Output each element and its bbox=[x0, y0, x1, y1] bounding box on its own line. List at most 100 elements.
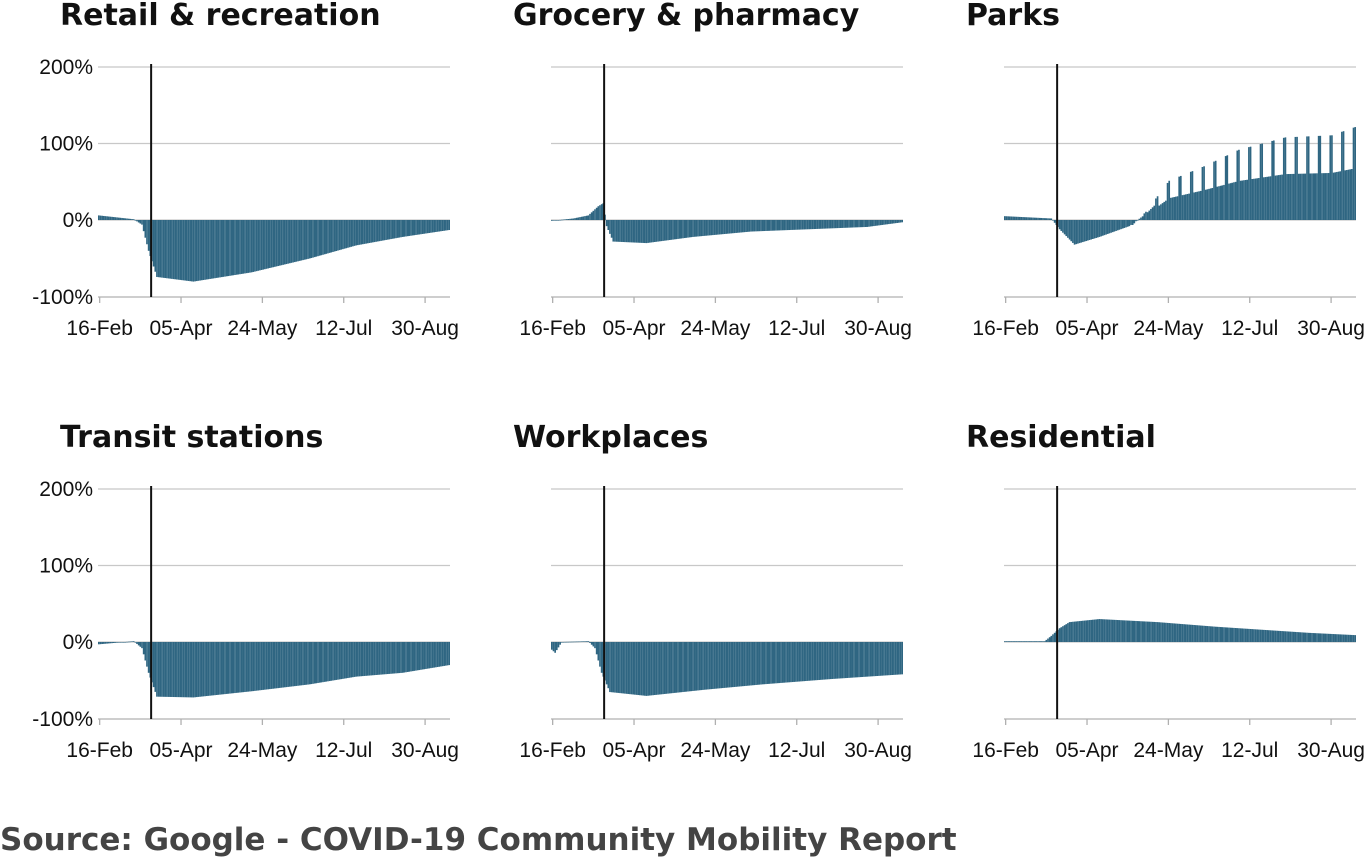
bar bbox=[695, 220, 698, 237]
bar bbox=[1027, 217, 1029, 220]
bar bbox=[1022, 641, 1024, 642]
bar bbox=[1025, 641, 1028, 642]
bar bbox=[219, 220, 221, 278]
bar bbox=[1344, 170, 1347, 220]
bar bbox=[164, 642, 167, 697]
bar bbox=[1140, 621, 1142, 642]
bar bbox=[675, 220, 678, 240]
bar bbox=[1258, 178, 1260, 220]
bar bbox=[446, 220, 449, 231]
bar bbox=[1322, 173, 1325, 220]
bar bbox=[824, 220, 827, 229]
bar bbox=[1199, 190, 1202, 220]
bar bbox=[853, 642, 855, 678]
bar bbox=[582, 216, 585, 220]
bar bbox=[650, 220, 653, 243]
bar bbox=[335, 220, 338, 252]
bar bbox=[1218, 626, 1220, 642]
bar bbox=[1085, 620, 1088, 642]
bar bbox=[1050, 635, 1053, 642]
bar bbox=[780, 642, 782, 683]
bar bbox=[1178, 176, 1180, 220]
bar bbox=[660, 642, 663, 695]
bar bbox=[443, 642, 446, 666]
bar bbox=[1035, 641, 1038, 642]
chart-panel: Parks 16-Feb 05-Apr 24-May 12-Jul 30-Aug bbox=[966, 0, 1365, 340]
bar bbox=[1294, 136, 1297, 220]
bar bbox=[662, 642, 664, 695]
bar bbox=[682, 642, 684, 693]
bar bbox=[272, 642, 274, 689]
bar bbox=[418, 220, 421, 235]
bar bbox=[227, 642, 230, 694]
bar bbox=[562, 641, 565, 643]
bar bbox=[597, 206, 600, 220]
bar bbox=[811, 642, 814, 681]
bar bbox=[357, 220, 359, 246]
bar bbox=[708, 642, 711, 690]
bar bbox=[607, 220, 610, 231]
bar bbox=[864, 220, 867, 227]
bar bbox=[1181, 624, 1184, 642]
bar bbox=[562, 219, 565, 221]
bar bbox=[1248, 628, 1250, 642]
bar bbox=[1068, 220, 1071, 240]
bar bbox=[106, 642, 108, 644]
bar bbox=[1138, 218, 1141, 220]
bar bbox=[322, 220, 324, 255]
bar bbox=[617, 642, 620, 693]
bar bbox=[560, 642, 563, 643]
bar bbox=[282, 220, 284, 265]
bar bbox=[1125, 220, 1127, 228]
bar bbox=[161, 220, 163, 278]
bar bbox=[391, 642, 394, 674]
bar bbox=[1244, 628, 1247, 642]
bar bbox=[1191, 171, 1194, 220]
bar bbox=[693, 642, 696, 691]
bar bbox=[864, 642, 867, 677]
bar bbox=[1012, 216, 1014, 220]
bar bbox=[1199, 625, 1202, 642]
bar bbox=[415, 220, 417, 235]
bar bbox=[575, 641, 578, 643]
bar bbox=[1183, 624, 1185, 642]
bar bbox=[202, 642, 205, 697]
bar bbox=[285, 642, 288, 688]
bar bbox=[199, 642, 201, 697]
bar bbox=[795, 642, 797, 682]
chart-panel: Workplaces 16-Feb 05-Apr 24-May 12-Jul 30-Aug bbox=[513, 420, 912, 762]
bar bbox=[350, 642, 353, 678]
bar bbox=[1078, 621, 1081, 642]
bar bbox=[1347, 634, 1350, 642]
bar bbox=[600, 642, 603, 673]
bar bbox=[758, 220, 761, 232]
bar bbox=[1297, 173, 1300, 220]
bar bbox=[705, 642, 708, 690]
bar bbox=[386, 220, 389, 240]
bar bbox=[225, 220, 228, 277]
bar bbox=[172, 220, 175, 280]
bar bbox=[1352, 635, 1355, 642]
bar bbox=[655, 642, 658, 695]
bar bbox=[237, 220, 240, 275]
bar bbox=[567, 641, 570, 643]
bar bbox=[395, 220, 397, 239]
bar bbox=[250, 220, 253, 273]
bar bbox=[295, 642, 298, 686]
bar bbox=[665, 642, 668, 694]
bar bbox=[700, 220, 703, 237]
bar bbox=[179, 220, 182, 280]
bar bbox=[225, 642, 228, 694]
bar bbox=[1339, 171, 1342, 220]
bar bbox=[116, 642, 118, 643]
bar bbox=[815, 220, 817, 229]
bar bbox=[879, 220, 882, 226]
bar bbox=[1206, 189, 1209, 220]
bar bbox=[1307, 136, 1310, 220]
bar bbox=[612, 220, 615, 242]
bar bbox=[634, 220, 636, 243]
bar bbox=[205, 220, 208, 280]
bar bbox=[1004, 641, 1006, 642]
x-tick-label: 12-Jul bbox=[1221, 317, 1278, 340]
bar bbox=[609, 642, 611, 693]
